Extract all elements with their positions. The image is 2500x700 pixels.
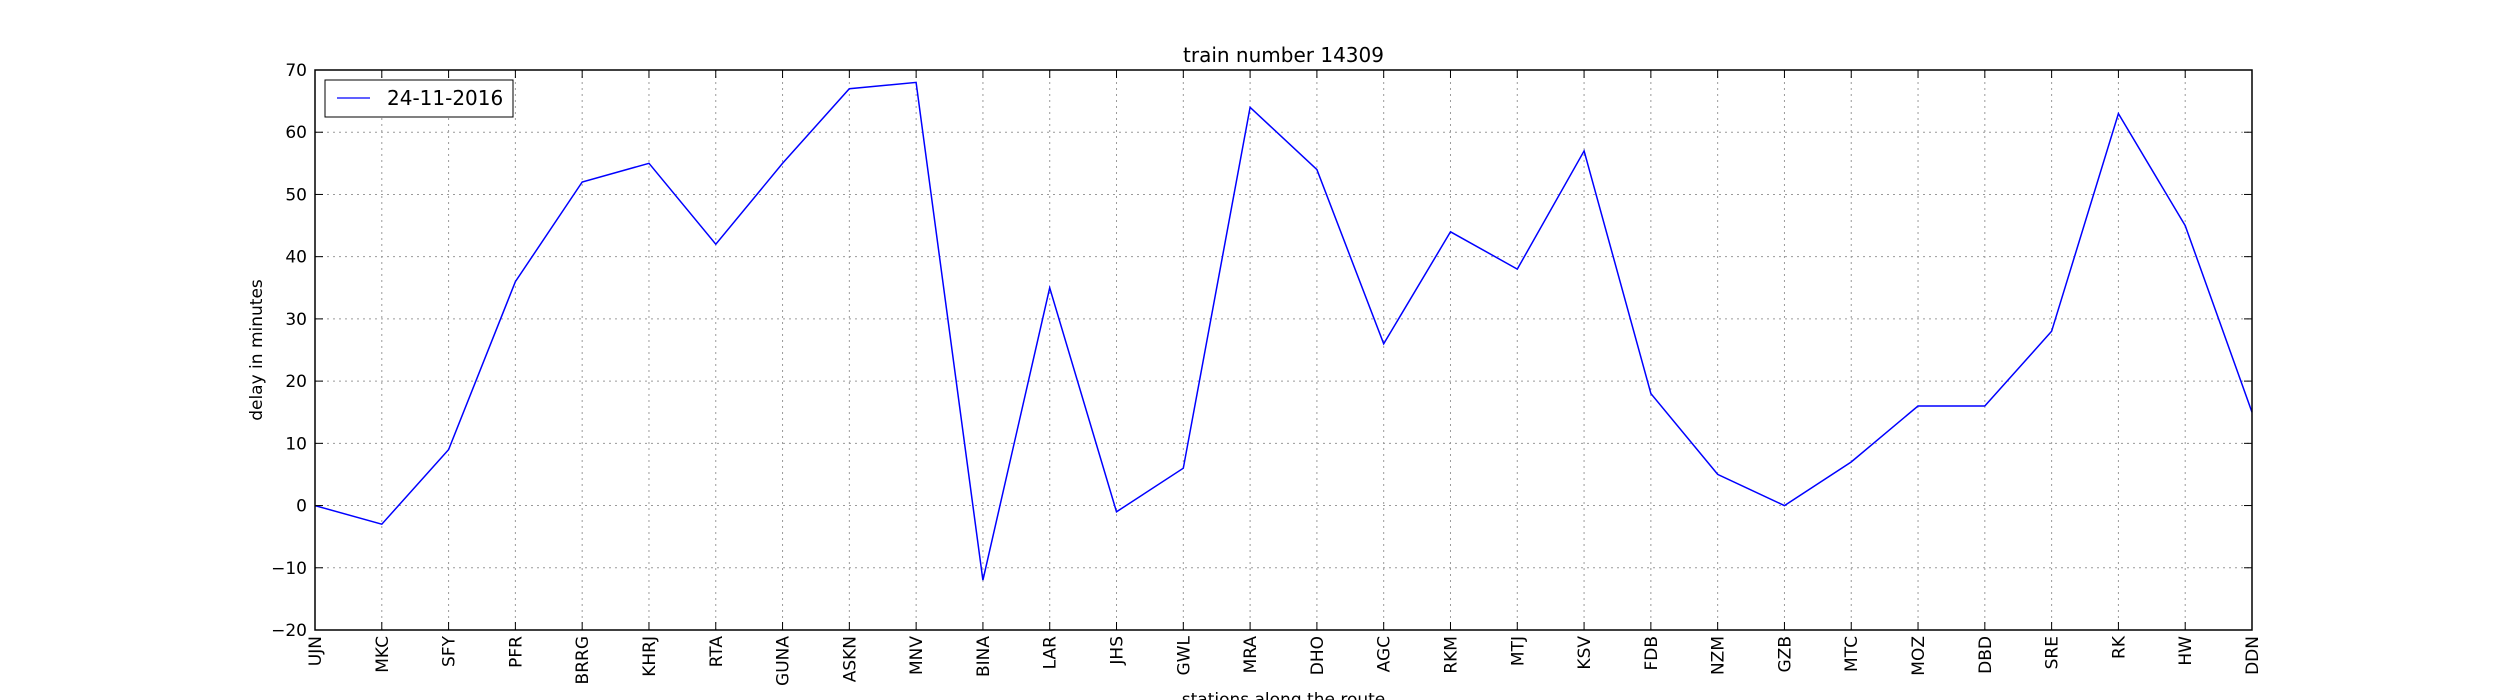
y-tick-label: 10 bbox=[285, 434, 307, 454]
x-tick-label: MNV bbox=[907, 636, 927, 675]
x-tick-label: KSV bbox=[1575, 636, 1595, 670]
x-tick-label: NZM bbox=[1709, 636, 1729, 675]
series-line bbox=[314, 81, 2253, 581]
x-tick-label: DHO bbox=[1308, 636, 1328, 675]
legend-label: 24-11-2016 bbox=[387, 86, 503, 110]
x-axis-label: stations along the route bbox=[1182, 690, 1386, 700]
x-tick-label: GUNA bbox=[774, 636, 794, 686]
x-tick-label: MTC bbox=[1842, 636, 1862, 672]
x-tick-label: GWL bbox=[1174, 635, 1194, 675]
y-tick-label: −20 bbox=[271, 621, 307, 641]
series-layer bbox=[314, 81, 2253, 581]
y-tick-label: 50 bbox=[285, 185, 307, 205]
x-tick-label: DDN bbox=[2243, 636, 2263, 675]
x-tick-label: PFR bbox=[506, 636, 526, 668]
y-tick-label: 70 bbox=[285, 61, 307, 81]
x-tick-label: LAR bbox=[1041, 636, 1061, 669]
y-tick-label: 30 bbox=[285, 310, 307, 330]
chart-title: train number 14309 bbox=[1183, 43, 1384, 67]
x-tick-label: MKC bbox=[373, 636, 393, 673]
x-tick-label: RK bbox=[2109, 635, 2129, 659]
x-tick-label: MRA bbox=[1241, 636, 1261, 674]
x-tick-label: GZB bbox=[1775, 636, 1795, 672]
x-tick-label: MOZ bbox=[1909, 636, 1929, 676]
y-tick-label: 40 bbox=[285, 248, 307, 268]
x-tick-label: SFY bbox=[440, 635, 460, 667]
y-tick-label: 20 bbox=[285, 372, 307, 392]
y-axis-label: delay in minutes bbox=[247, 279, 267, 421]
y-tick-label: 0 bbox=[296, 497, 307, 517]
x-tick-label: JHS bbox=[1108, 636, 1128, 666]
x-tick-label: RKM bbox=[1441, 636, 1461, 674]
x-tick-label: BINA bbox=[974, 636, 994, 677]
x-tick-label: HW bbox=[2176, 636, 2196, 666]
x-tick-label: MTJ bbox=[1508, 636, 1528, 666]
x-tick-label: FDB bbox=[1642, 636, 1662, 671]
x-tick-label: SRE bbox=[2043, 636, 2063, 669]
x-tick-label: DBD bbox=[1976, 636, 1996, 674]
legend: 24-11-2016 bbox=[324, 79, 514, 118]
y-axis: −20 −10 0 10 20 30 40 50 60 70 bbox=[271, 61, 2252, 641]
x-tick-label: UJN bbox=[306, 636, 326, 666]
y-tick-label: −10 bbox=[271, 559, 307, 579]
grid-lines bbox=[314, 69, 2253, 631]
plot-frame bbox=[314, 69, 2253, 631]
x-axis: UJN MKC SFY PFR BRRG KHRJ RTA GUNA ASKN MNV BINA LA… bbox=[306, 70, 2263, 686]
x-tick-label: ASKN bbox=[840, 636, 860, 682]
x-tick-label: BRRG bbox=[573, 636, 593, 684]
y-tick-label: 60 bbox=[285, 123, 307, 143]
x-tick-label: AGC bbox=[1375, 636, 1395, 672]
x-tick-label: RTA bbox=[707, 636, 727, 668]
x-tick-label: KHRJ bbox=[640, 636, 660, 677]
